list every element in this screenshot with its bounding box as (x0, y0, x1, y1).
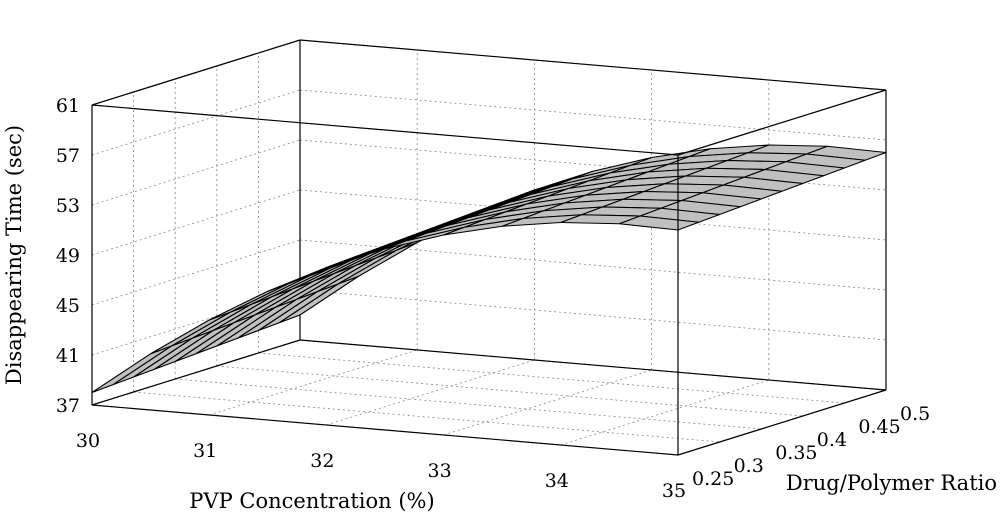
floor-gridline (216, 365, 803, 417)
floor-gridline (133, 391, 720, 443)
y-tick-label: 0.3 (734, 455, 764, 477)
z-tick-label: 53 (56, 195, 80, 217)
y-tick-label: 0.45 (858, 416, 900, 438)
front-frame (91, 89, 887, 455)
y-tick-label: 0.5 (900, 403, 930, 425)
surface-cell (91, 345, 172, 394)
surface-cell (619, 215, 699, 231)
floor-gridline (209, 349, 418, 416)
frame-edge (91, 339, 301, 406)
x-tick-label: 34 (545, 470, 569, 492)
surface-cell (133, 329, 214, 378)
back-grid (91, 39, 887, 456)
x-tick-label: 35 (662, 480, 686, 502)
frame-edge (91, 39, 301, 106)
z-tick-label: 37 (56, 395, 80, 417)
floor-gridline (326, 359, 535, 426)
back-wall-gridline (299, 239, 887, 291)
frame-edge (299, 39, 887, 91)
y-tick-label: 0.25 (692, 468, 734, 490)
floor-gridline (175, 378, 762, 430)
response-surface (91, 144, 887, 394)
y-tick-label: 0.35 (775, 442, 817, 464)
z-tick-label: 61 (56, 95, 80, 117)
frame-edge (91, 104, 679, 156)
z-tick-label: 57 (56, 145, 80, 167)
back-wall-gridline (299, 289, 887, 341)
z-tick-label: 49 (56, 245, 80, 267)
frame-edge (91, 404, 679, 456)
floor-gridline (560, 379, 769, 446)
y-axis-title: Drug/Polymer Ratio (786, 471, 997, 495)
side-wall-gridline (91, 189, 301, 256)
back-frame (91, 39, 887, 456)
z-tick-label: 45 (56, 295, 80, 317)
frame-edge (677, 389, 887, 456)
z-axis-ticks: 37 41 45 49 53 57 61 (56, 95, 80, 417)
z-axis-title: Disappearing Time (sec) (2, 125, 26, 385)
side-wall-gridline (91, 89, 301, 156)
floor-gridline (443, 369, 652, 436)
side-wall-gridline (91, 139, 301, 206)
y-tick-label: 0.4 (817, 429, 847, 451)
x-tick-label: 33 (428, 460, 452, 482)
x-tick-label: 32 (310, 450, 334, 472)
frame-edge (299, 339, 887, 391)
floor-gridline (258, 352, 845, 404)
z-tick-label: 41 (56, 345, 80, 367)
y-axis-ticks: 0.250.3 0.350.4 0.450.5 (692, 403, 930, 490)
x-axis-title: PVP Concentration (%) (189, 489, 434, 513)
side-wall-gridline (91, 239, 301, 306)
x-axis-ticks: 30 31 32 33 34 35 (76, 430, 686, 502)
x-tick-label: 31 (193, 440, 217, 462)
back-wall-gridline (299, 189, 887, 241)
x-tick-label: 30 (76, 430, 100, 452)
frame-edge (677, 89, 887, 156)
back-wall-gridline (299, 89, 887, 141)
